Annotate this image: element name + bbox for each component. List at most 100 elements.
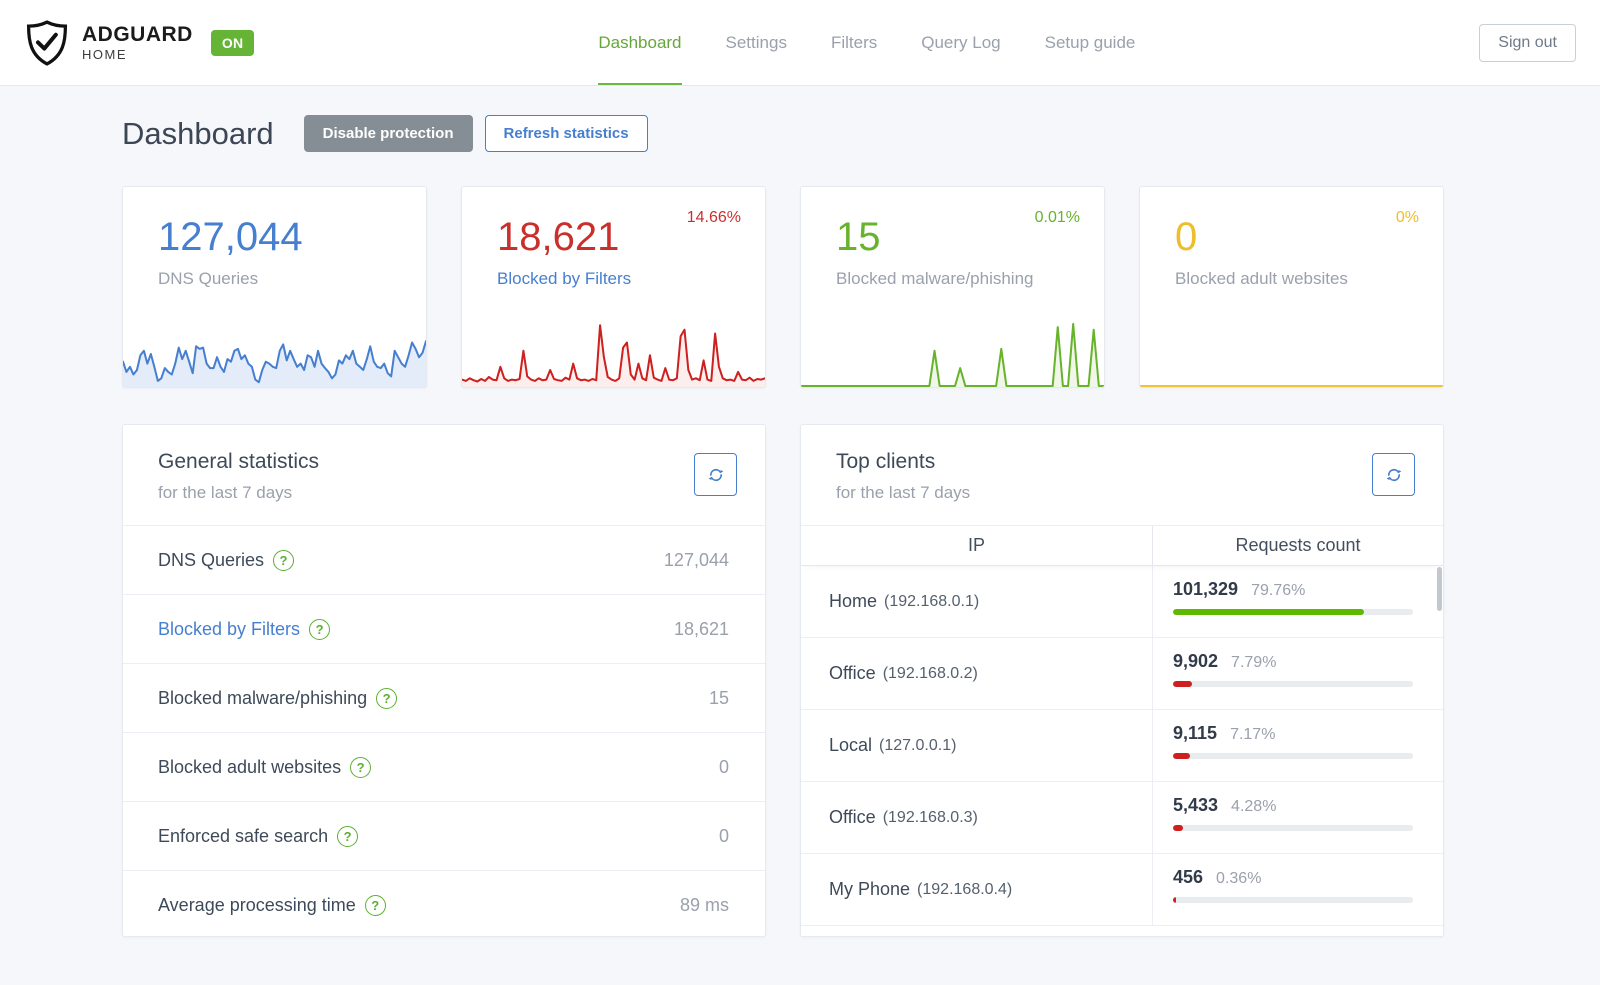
stat-cards-row: 127,044 DNS Queries 14.66% 18,621 Blocke… <box>122 186 1444 388</box>
blocked-filters-percent: 14.66% <box>686 209 741 226</box>
top-navbar: ADGUARD HOME ON Dashboard Settings Filte… <box>0 0 1600 86</box>
shield-check-icon <box>26 19 68 66</box>
progress-bar <box>1173 753 1413 759</box>
brand-text: ADGUARD HOME <box>82 22 193 62</box>
top-clients-table: IP Requests count Home (192.168.0.1) 101… <box>801 525 1443 926</box>
dashboard-page: Dashboard Disable protection Refresh sta… <box>122 115 1444 937</box>
title-row: Dashboard Disable protection Refresh sta… <box>122 115 1444 152</box>
top-clients-refresh-button[interactable] <box>1372 453 1415 496</box>
help-icon[interactable]: ? <box>273 549 295 571</box>
row-value: 18,621 <box>673 618 729 639</box>
row-label: Blocked adult websites <box>158 756 342 777</box>
sign-out-button[interactable]: Sign out <box>1479 23 1576 62</box>
blocked-malware-value: 15 <box>836 215 881 259</box>
client-row: My Phone (192.168.0.4) 456 0.36% <box>801 854 1443 926</box>
column-header-requests-count: Requests count <box>1235 535 1361 555</box>
nav-item-query-log[interactable]: Query Log <box>921 32 1001 52</box>
client-name: My Phone <box>829 879 911 899</box>
blocked-malware-sparkline <box>801 322 1104 387</box>
protection-status-badge: ON <box>210 29 255 56</box>
stat-row-blocked-malware: Blocked malware/phishing ? 15 <box>123 664 765 733</box>
top-clients-panel: Top clients for the last 7 days IP Reque… <box>800 424 1444 937</box>
general-statistics-panel: General statistics for the last 7 days D… <box>122 424 766 937</box>
general-statistics-rows: DNS Queries ? 127,044 Blocked by Filters… <box>123 525 765 936</box>
client-request-percent: 0.36% <box>1216 870 1262 887</box>
client-row: Home (192.168.0.1) 101,329 79.76% <box>801 566 1443 638</box>
client-request-count: 456 <box>1173 867 1204 887</box>
help-icon[interactable]: ? <box>350 756 372 778</box>
stat-row-dns-queries: DNS Queries ? 127,044 <box>123 526 765 595</box>
progress-bar <box>1173 609 1413 615</box>
client-ip: (192.168.0.4) <box>917 880 1013 898</box>
blocked-adult-percent: 0% <box>1395 209 1419 226</box>
nav-item-settings[interactable]: Settings <box>725 32 787 52</box>
stat-row-blocked-filters: Blocked by Filters ? 18,621 <box>123 595 765 664</box>
client-request-percent: 79.76% <box>1251 582 1306 599</box>
blocked-filters-link[interactable]: Blocked by Filters <box>497 269 632 288</box>
main-nav: Dashboard Settings Filters Query Log Set… <box>254 0 1479 85</box>
client-ip: (127.0.0.1) <box>879 736 957 754</box>
stat-row-processing-time: Average processing time ? 89 ms <box>123 871 765 936</box>
stat-card-blocked-malware: 0.01% 15 Blocked malware/phishing <box>800 186 1105 388</box>
top-clients-title: Top clients <box>836 450 936 473</box>
brand-name: ADGUARD <box>82 22 193 46</box>
progress-bar <box>1173 897 1413 903</box>
dns-queries-sparkline <box>123 340 426 387</box>
nav-item-filters[interactable]: Filters <box>830 32 878 52</box>
client-request-count: 9,115 <box>1173 723 1218 743</box>
adguard-home-logo[interactable]: ADGUARD HOME ON <box>24 0 255 85</box>
general-statistics-title: General statistics <box>158 450 320 473</box>
row-value: 0 <box>718 825 729 846</box>
row-value: 89 ms <box>679 895 729 915</box>
client-request-percent: 7.79% <box>1231 654 1277 671</box>
row-label: Enforced safe search <box>158 825 329 846</box>
row-label: Average processing time <box>158 895 356 915</box>
client-row: Office (192.168.0.3) 5,433 4.28% <box>801 782 1443 854</box>
help-icon[interactable]: ? <box>337 825 359 847</box>
blocked-adult-label: Blocked adult websites <box>1175 269 1348 288</box>
client-name: Local <box>829 735 873 755</box>
client-row: Local (127.0.0.1) 9,115 7.17% <box>801 710 1443 782</box>
column-header-ip: IP <box>801 526 1153 565</box>
page-title: Dashboard <box>122 115 274 151</box>
blocked-malware-percent: 0.01% <box>1034 209 1080 226</box>
client-request-percent: 4.28% <box>1231 798 1277 815</box>
client-request-percent: 7.17% <box>1230 726 1276 743</box>
client-ip: (192.168.0.1) <box>884 592 980 610</box>
table-header: IP Requests count <box>801 526 1443 566</box>
row-label-link[interactable]: Blocked by Filters <box>158 618 301 639</box>
client-request-count: 5,433 <box>1173 795 1219 815</box>
client-name: Office <box>829 663 876 683</box>
row-value: 0 <box>718 756 729 777</box>
nav-item-dashboard[interactable]: Dashboard <box>598 0 682 85</box>
refresh-icon <box>708 468 723 481</box>
blocked-malware-label: Blocked malware/phishing <box>836 269 1034 288</box>
progress-bar <box>1173 681 1413 687</box>
client-request-count: 101,329 <box>1173 579 1239 599</box>
row-label: Blocked malware/phishing <box>158 687 368 708</box>
blocked-filters-value: 18,621 <box>497 215 620 259</box>
refresh-statistics-button[interactable]: Refresh statistics <box>484 115 648 152</box>
nav-item-setup-guide[interactable]: Setup guide <box>1044 32 1136 52</box>
client-ip: (192.168.0.3) <box>882 808 978 826</box>
stat-card-blocked-filters: 14.66% 18,621 Blocked by Filters <box>461 186 766 388</box>
brand-subtitle: HOME <box>82 46 127 62</box>
table-scrollbar-thumb[interactable] <box>1437 567 1442 611</box>
stat-row-blocked-adult: Blocked adult websites ? 0 <box>123 733 765 802</box>
help-icon[interactable]: ? <box>364 895 386 916</box>
help-icon[interactable]: ? <box>309 618 331 640</box>
client-name: Office <box>829 807 876 827</box>
help-icon[interactable]: ? <box>376 687 398 709</box>
client-name: Home <box>829 591 878 611</box>
dns-queries-value: 127,044 <box>158 215 303 259</box>
progress-bar <box>1173 825 1413 831</box>
row-value: 15 <box>708 687 729 708</box>
top-clients-subtitle: for the last 7 days <box>836 483 971 502</box>
blocked-filters-sparkline <box>462 324 765 387</box>
general-statistics-refresh-button[interactable] <box>694 453 737 496</box>
row-value: 127,044 <box>663 549 729 570</box>
client-ip: (192.168.0.2) <box>882 664 978 682</box>
disable-protection-button[interactable]: Disable protection <box>303 115 473 152</box>
blocked-adult-sparkline <box>1140 385 1443 387</box>
client-row: Office (192.168.0.2) 9,902 7.79% <box>801 638 1443 710</box>
